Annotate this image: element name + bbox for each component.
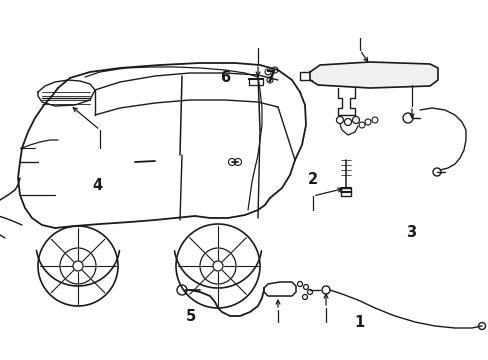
Text: 1: 1 [354,315,364,330]
Polygon shape [309,62,437,88]
Text: 4: 4 [93,178,102,193]
Text: 5: 5 [185,309,195,324]
Text: 2: 2 [307,172,317,188]
Text: 6: 6 [220,70,229,85]
Text: 7: 7 [266,70,276,85]
Text: 3: 3 [405,225,415,240]
